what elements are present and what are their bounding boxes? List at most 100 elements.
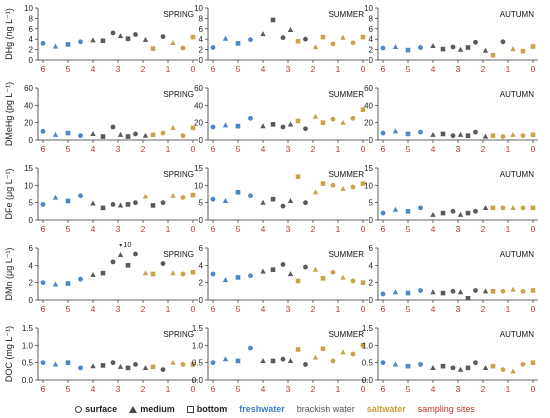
- data-point-surface: [350, 115, 356, 121]
- data-point-bottom: [65, 42, 71, 47]
- legend-surface-label: surface: [85, 404, 118, 414]
- data-point-medium: [170, 192, 176, 198]
- data-point-bottom: [530, 132, 536, 138]
- data-point-bottom: [150, 132, 156, 138]
- data-point-surface: [473, 360, 478, 366]
- data-point-bottom: [150, 271, 156, 277]
- data-point-surface: [350, 184, 356, 190]
- y-tick-label: 10: [364, 181, 373, 190]
- season-label: AUTUMN: [500, 250, 534, 259]
- x-tick-label: 0: [361, 384, 366, 394]
- data-point-bottom: [65, 198, 71, 204]
- data-point-bottom: [65, 281, 71, 286]
- x-tick-label: 1: [336, 384, 341, 394]
- x-tick-label: 5: [406, 64, 411, 74]
- data-point-medium: [170, 39, 176, 45]
- data-point-bottom: [100, 205, 106, 211]
- x-tick-label: 3: [456, 64, 461, 74]
- data-point-surface: [110, 30, 116, 36]
- data-point-surface: [248, 37, 253, 43]
- x-tick-label: 3: [116, 304, 121, 314]
- data-point-medium: [392, 289, 399, 295]
- data-point-surface: [180, 45, 186, 51]
- data-point-bottom: [405, 209, 411, 214]
- x-tick-label: 3: [116, 144, 121, 154]
- data-point-surface: [248, 193, 253, 199]
- data-point-bottom: [190, 362, 196, 367]
- x-tick-label: 5: [406, 304, 411, 314]
- data-point-surface: [380, 130, 386, 136]
- x-tick-label: 0: [361, 224, 366, 234]
- data-point-medium: [260, 199, 266, 205]
- x-tick-label: 4: [261, 384, 266, 394]
- data-point-surface: [210, 124, 216, 130]
- x-tick-label: 5: [236, 144, 241, 154]
- data-point-medium: [312, 266, 319, 272]
- x-tick-label: 0: [361, 304, 366, 314]
- data-point-medium: [457, 366, 464, 372]
- data-point-surface: [210, 45, 216, 50]
- data-point-surface: [78, 276, 83, 282]
- x-tick-label: 4: [91, 224, 96, 234]
- data-point-medium: [117, 131, 124, 137]
- panel-4-1: 0.0 0.5 1.0 1.5 6 5 4 3 2 1 0 SUMMER: [192, 324, 368, 394]
- data-point-medium: [430, 43, 436, 49]
- y-tick-label: 2: [199, 46, 204, 55]
- x-tick-label: 0: [191, 64, 196, 74]
- y-tick-label: 4: [199, 261, 204, 270]
- data-point-medium: [52, 43, 59, 49]
- data-point-surface: [418, 205, 423, 211]
- x-tick-label: 0: [191, 304, 196, 314]
- square-icon: [186, 405, 194, 413]
- y-tick-label: 1.0: [362, 341, 374, 350]
- x-tick-label: 1: [506, 224, 511, 234]
- data-point-surface: [78, 39, 83, 45]
- data-point-bottom: [125, 365, 131, 371]
- x-tick-label: 1: [506, 384, 511, 394]
- data-point-medium: [287, 358, 294, 364]
- data-point-surface: [500, 288, 506, 294]
- data-point-bottom: [465, 210, 471, 216]
- data-point-surface: [133, 200, 138, 206]
- data-point-medium: [392, 44, 399, 50]
- data-point-medium: [260, 123, 266, 129]
- x-tick-label: 5: [66, 144, 71, 154]
- data-point-bottom: [125, 36, 131, 41]
- data-point-medium: [90, 131, 96, 137]
- x-tick-label: 2: [311, 64, 316, 74]
- legend-bottom-label: bottom: [196, 404, 228, 414]
- data-point-surface: [133, 362, 138, 367]
- data-point-medium: [340, 185, 346, 191]
- data-point-surface: [40, 40, 46, 46]
- x-tick-label: 3: [456, 144, 461, 154]
- x-tick-label: 0: [531, 224, 536, 234]
- data-point-surface: [418, 129, 423, 135]
- data-point-medium: [287, 26, 294, 32]
- season-label: AUTUMN: [500, 330, 534, 339]
- y-tick-label: 4: [199, 35, 204, 44]
- data-point-medium: [430, 131, 436, 137]
- x-tick-label: 0: [361, 64, 366, 74]
- panel-4-2: 0.0 0.5 1.0 1.5 6 5 4 3 2 1 0 AUTUMN: [362, 324, 538, 394]
- data-point-bottom: [190, 192, 196, 198]
- x-tick-label: 6: [211, 224, 216, 234]
- data-point-bottom: [100, 270, 106, 276]
- y-tick-label: 10: [24, 181, 33, 190]
- y-axis-label: DOC (mg L⁻¹): [4, 326, 14, 382]
- x-tick-label: 2: [311, 144, 316, 154]
- y-tick-label: 1.5: [362, 324, 374, 333]
- data-point-medium: [510, 131, 516, 137]
- x-tick-label: 4: [91, 384, 96, 394]
- panel-3-2: 0 2 4 6 6 5 4 3 2 1 0 AUTUMN: [369, 244, 538, 314]
- x-tick-label: 4: [91, 304, 96, 314]
- data-point-surface: [418, 288, 423, 293]
- x-tick-label: 5: [406, 224, 411, 234]
- data-point-medium: [260, 358, 266, 364]
- data-point-medium: [457, 211, 464, 217]
- data-point-bottom: [190, 125, 196, 131]
- x-tick-label: 4: [431, 304, 436, 314]
- x-tick-label: 6: [381, 144, 386, 154]
- data-point-surface: [303, 126, 308, 132]
